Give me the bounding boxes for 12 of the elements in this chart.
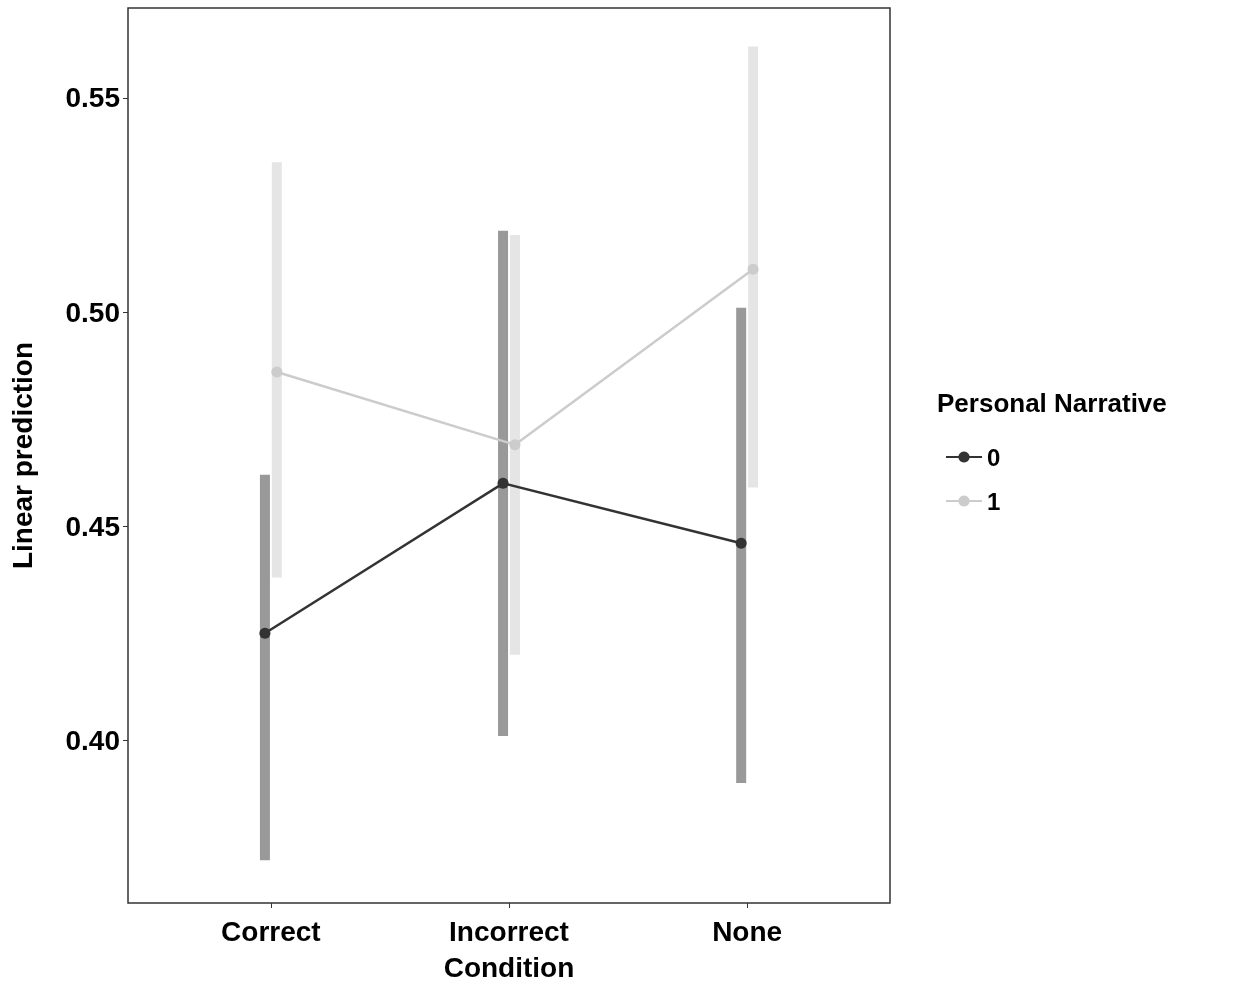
y-tick-label: 0.45 (65, 510, 120, 542)
x-tick-label: Correct (221, 915, 321, 947)
x-tick-label: Incorrect (449, 915, 569, 947)
y-tick-label: 0.50 (65, 296, 120, 328)
legend-title: Personal Narrative (937, 388, 1167, 418)
x-axis-title: Condition (443, 951, 575, 983)
legend-label: 0 (987, 443, 1001, 471)
legend-label: 1 (987, 487, 1001, 515)
y-tick-label: 0.55 (65, 82, 120, 114)
y-tick-label: 0.40 (65, 724, 120, 756)
y-axis-title: Linear prediction (6, 341, 38, 570)
x-tick-label: None (712, 915, 783, 947)
